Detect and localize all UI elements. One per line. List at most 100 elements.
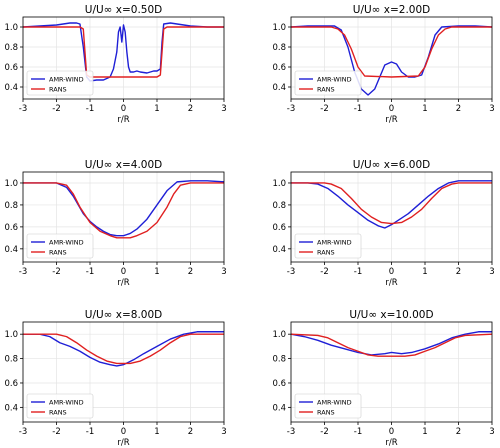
x-tick-label: 2 bbox=[456, 267, 461, 277]
y-tick-label: 1.0 bbox=[272, 179, 286, 189]
subplot-1: -3 -2 -1 0 1 2 3 0.4 0.6 0.8 1.0 U/U∞ x=0.50D r/R AMR… bbox=[4, 4, 226, 125]
series-line-rans bbox=[291, 182, 492, 225]
x-tick-label: 3 bbox=[221, 267, 226, 277]
y-tick-label: 0.8 bbox=[272, 355, 286, 365]
x-axis-label: r/R bbox=[117, 438, 129, 448]
x-tick-label: -2 bbox=[52, 427, 60, 437]
x-tick-label: 2 bbox=[456, 104, 461, 114]
y-tick-label: 0.4 bbox=[4, 245, 18, 255]
x-tick-label: -2 bbox=[52, 267, 60, 277]
x-tick-label: 0 bbox=[389, 104, 394, 114]
series-line-rans bbox=[23, 182, 224, 239]
series-line-amr-wind bbox=[23, 331, 224, 367]
y-tick-label: 0.6 bbox=[272, 379, 286, 389]
legend-label: RANS bbox=[49, 249, 67, 257]
y-tick-label: 1.0 bbox=[272, 23, 286, 33]
legend: AMR-WIND RANS bbox=[294, 233, 362, 259]
y-tick-label: 1.0 bbox=[272, 330, 286, 340]
legend: AMR-WIND RANS bbox=[294, 70, 362, 96]
x-tick-label: 3 bbox=[221, 427, 226, 437]
legend-label: RANS bbox=[317, 409, 335, 417]
x-axis-label: r/R bbox=[117, 115, 129, 125]
y-tick-label: 0.4 bbox=[272, 403, 286, 413]
x-axis-label: r/R bbox=[117, 278, 129, 288]
subplot-title: U/U∞ x=10.00D bbox=[349, 309, 433, 321]
y-tick-label: 0.6 bbox=[4, 223, 18, 233]
y-tick-label: 0.8 bbox=[4, 43, 18, 53]
y-tick-label: 0.6 bbox=[272, 223, 286, 233]
x-tick-label: -1 bbox=[86, 104, 94, 114]
legend-label: RANS bbox=[49, 86, 67, 94]
y-tick-label: 0.4 bbox=[272, 245, 286, 255]
x-tick-label: 3 bbox=[489, 104, 494, 114]
x-tick-label: -2 bbox=[320, 427, 328, 437]
subplot-title: U/U∞ x=6.00D bbox=[353, 159, 430, 171]
x-tick-label: 2 bbox=[188, 427, 193, 437]
y-tick-label: 1.0 bbox=[4, 330, 18, 340]
x-axis-label: r/R bbox=[385, 115, 397, 125]
x-tick-label: 0 bbox=[389, 427, 394, 437]
x-axis-label: r/R bbox=[385, 438, 397, 448]
series-line-rans bbox=[291, 26, 492, 78]
subplot-3: -3 -2 -1 0 1 2 3 0.4 0.6 0.8 1.0 U/U∞ x=4.00D r/R AMR… bbox=[4, 159, 226, 288]
subplot-4: -3 -2 -1 0 1 2 3 0.4 0.6 0.8 1.0 U/U∞ x=6.00D r/R AMR… bbox=[272, 159, 494, 288]
legend: AMR-WIND RANS bbox=[294, 393, 362, 419]
series-line-amr-wind bbox=[290, 331, 492, 356]
x-tick-label: -3 bbox=[287, 267, 295, 277]
x-tick-label: 0 bbox=[121, 104, 126, 114]
x-tick-label: -3 bbox=[19, 427, 27, 437]
legend-label: AMR-WIND bbox=[317, 399, 352, 407]
legend: AMR-WIND RANS bbox=[26, 393, 94, 419]
legend: AMR-WIND RANS bbox=[26, 233, 94, 259]
x-tick-label: 2 bbox=[188, 267, 193, 277]
subplot-title: U/U∞ x=4.00D bbox=[85, 159, 162, 171]
x-tick-label: -1 bbox=[86, 427, 94, 437]
y-tick-label: 0.6 bbox=[4, 379, 18, 389]
x-tick-label: 2 bbox=[188, 104, 193, 114]
x-tick-label: -1 bbox=[86, 267, 94, 277]
legend-label: RANS bbox=[49, 409, 67, 417]
series-line-amr-wind bbox=[23, 180, 225, 237]
x-tick-label: -2 bbox=[52, 104, 60, 114]
x-tick-label: 1 bbox=[154, 267, 159, 277]
legend-label: AMR-WIND bbox=[49, 76, 84, 84]
subplot-title: U/U∞ x=8.00D bbox=[85, 309, 162, 321]
legend-label: RANS bbox=[317, 249, 335, 257]
y-tick-label: 1.0 bbox=[4, 23, 18, 33]
x-tick-label: -3 bbox=[287, 427, 295, 437]
subplot-title: U/U∞ x=2.00D bbox=[353, 4, 430, 16]
y-tick-label: 0.8 bbox=[4, 355, 18, 365]
x-tick-label: 3 bbox=[489, 267, 494, 277]
y-tick-label: 1.0 bbox=[4, 179, 18, 189]
x-tick-label: -1 bbox=[354, 267, 362, 277]
y-tick-label: 0.6 bbox=[4, 63, 18, 73]
subplot-title: U/U∞ x=0.50D bbox=[85, 4, 162, 16]
x-tick-label: 0 bbox=[121, 267, 126, 277]
legend-label: AMR-WIND bbox=[49, 239, 84, 247]
x-tick-label: -3 bbox=[19, 104, 27, 114]
y-tick-label: 0.8 bbox=[272, 201, 286, 211]
subplot-5: -3 -2 -1 0 1 2 3 0.4 0.6 0.8 1.0 U/U∞ x=8.00D r/R AMR… bbox=[4, 309, 226, 448]
x-tick-label: 3 bbox=[221, 104, 226, 114]
x-tick-label: 1 bbox=[422, 267, 427, 277]
legend: AMR-WIND RANS bbox=[26, 70, 94, 96]
x-tick-label: 3 bbox=[489, 427, 494, 437]
y-tick-label: 0.8 bbox=[272, 43, 286, 53]
x-tick-label: 0 bbox=[389, 267, 394, 277]
x-tick-label: 0 bbox=[121, 427, 126, 437]
x-axis-label: r/R bbox=[385, 278, 397, 288]
y-tick-label: 0.8 bbox=[4, 201, 18, 211]
legend-label: AMR-WIND bbox=[49, 399, 84, 407]
y-tick-label: 0.4 bbox=[272, 83, 286, 93]
series-line-amr-wind bbox=[291, 180, 492, 229]
series-line-rans bbox=[23, 333, 224, 365]
x-tick-label: 1 bbox=[422, 427, 427, 437]
y-tick-label: 0.6 bbox=[272, 63, 286, 73]
x-tick-label: -2 bbox=[320, 104, 328, 114]
series-line-rans bbox=[23, 26, 224, 78]
x-tick-label: -3 bbox=[19, 267, 27, 277]
x-tick-label: -3 bbox=[287, 104, 295, 114]
x-tick-label: 1 bbox=[154, 427, 159, 437]
x-tick-label: 1 bbox=[154, 104, 159, 114]
